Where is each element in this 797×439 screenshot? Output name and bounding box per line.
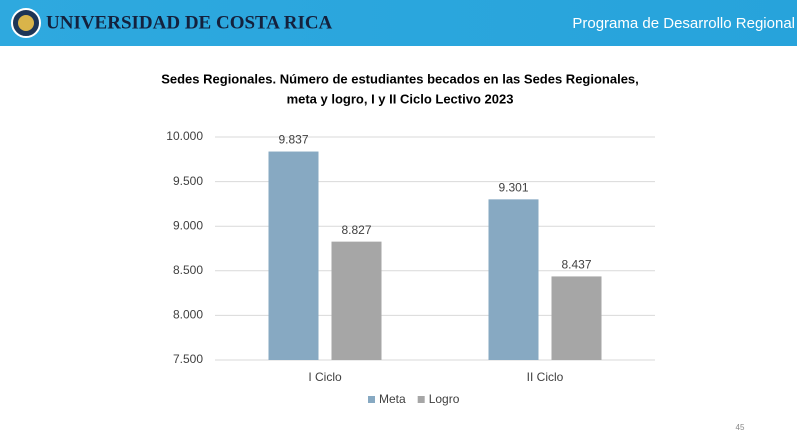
y-tick-label: 8.000 [173, 308, 203, 322]
page-number: 45 [736, 423, 745, 432]
x-tick-label: II Ciclo [527, 370, 564, 384]
bar [488, 199, 539, 360]
chart-subtitle: meta y logro, I y II Ciclo Lectivo 2023 [287, 91, 514, 106]
value-label: 8.827 [341, 223, 371, 237]
value-label: 9.301 [498, 181, 528, 195]
logo-seal-inner [18, 15, 34, 31]
y-tick-label: 7.500 [173, 352, 203, 366]
y-tick-label: 8.500 [173, 263, 203, 277]
legend-swatch [417, 396, 425, 403]
y-tick-label: 9.500 [173, 174, 203, 188]
legend-swatch [368, 396, 375, 403]
y-tick-label: 9.000 [173, 218, 203, 232]
value-label: 9.837 [278, 133, 308, 147]
legend-label: Logro [429, 392, 460, 406]
bar [331, 241, 382, 360]
value-label: 8.437 [561, 258, 591, 272]
legend-label: Meta [379, 392, 406, 406]
bar [551, 276, 602, 360]
header-bar [0, 0, 797, 46]
logo-text: UNIVERSIDAD DE COSTA RICA [46, 12, 333, 33]
bar [268, 151, 319, 360]
program-name: Programa de Desarrollo Regional [572, 15, 795, 32]
chart-title: Sedes Regionales. Número de estudiantes … [161, 71, 639, 86]
x-tick-label: I Ciclo [308, 370, 342, 384]
y-tick-label: 10.000 [166, 129, 203, 143]
